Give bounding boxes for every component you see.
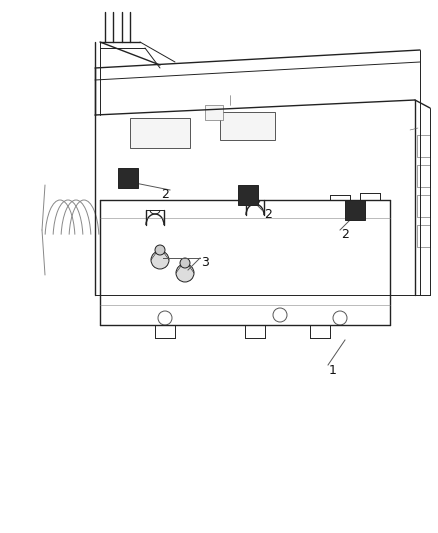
Circle shape xyxy=(180,258,190,268)
Circle shape xyxy=(155,245,165,255)
Bar xyxy=(417,165,430,187)
Text: 2: 2 xyxy=(161,189,169,201)
Bar xyxy=(238,185,258,205)
Bar xyxy=(130,118,190,148)
Text: 1: 1 xyxy=(329,364,337,376)
Circle shape xyxy=(243,190,253,200)
Circle shape xyxy=(350,205,360,215)
Circle shape xyxy=(151,251,169,269)
Text: 2: 2 xyxy=(341,229,349,241)
Bar xyxy=(417,225,430,247)
Bar xyxy=(205,105,223,120)
Bar xyxy=(417,195,430,217)
Circle shape xyxy=(333,311,347,325)
Circle shape xyxy=(273,308,287,322)
Circle shape xyxy=(158,311,172,325)
Bar xyxy=(118,168,138,188)
Text: 3: 3 xyxy=(201,255,209,269)
Bar xyxy=(417,135,430,157)
Text: 2: 2 xyxy=(264,208,272,222)
Circle shape xyxy=(123,173,133,183)
Bar xyxy=(220,112,275,140)
Circle shape xyxy=(176,264,194,282)
Bar xyxy=(345,200,365,220)
